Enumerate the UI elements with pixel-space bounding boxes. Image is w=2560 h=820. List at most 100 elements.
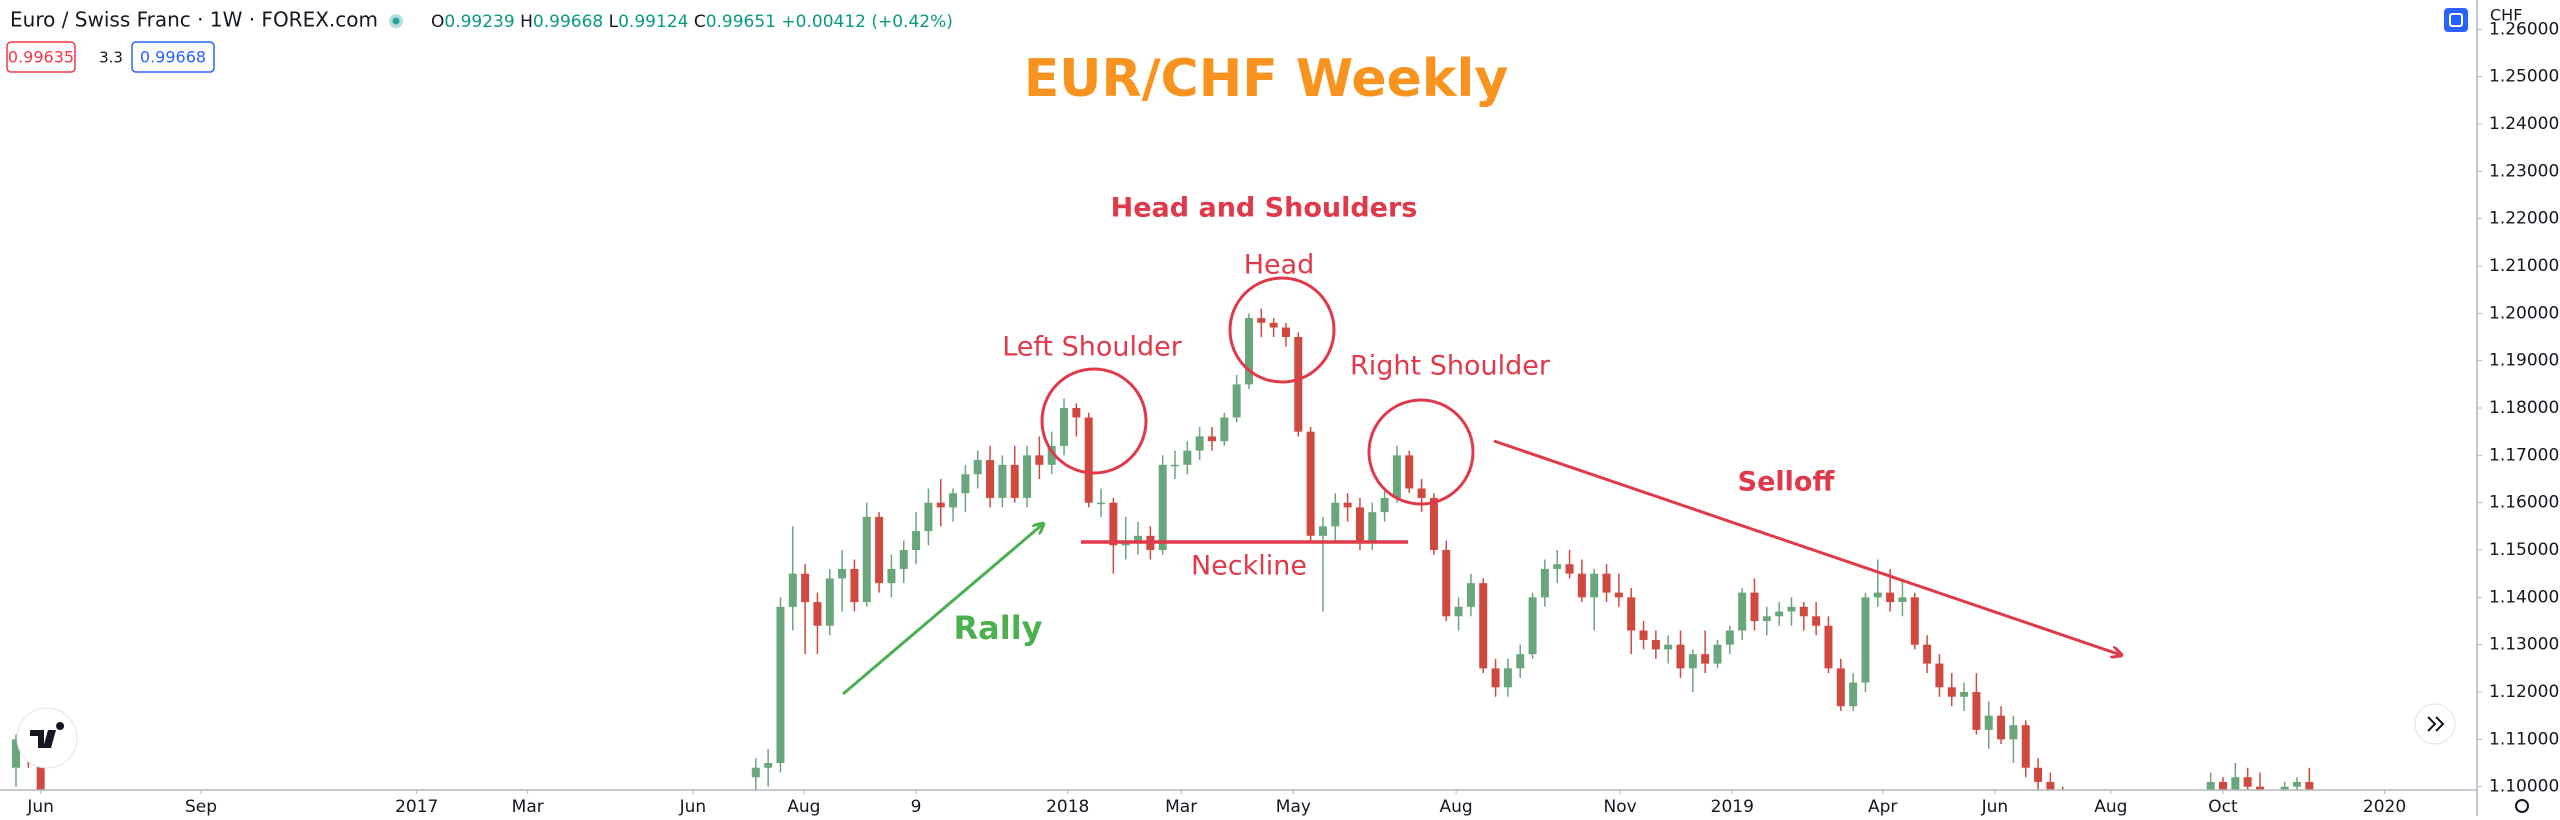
candle-body (1232, 384, 1241, 418)
y-tick-label: 1.21000 (2489, 256, 2559, 276)
buy-button[interactable] (131, 41, 215, 73)
y-tick-label: 1.25000 (2489, 67, 2559, 87)
candle-body (1676, 644, 1685, 669)
ohlc-value: 0.99239 (444, 12, 514, 32)
candle-body (751, 767, 760, 778)
candle-body (973, 460, 982, 475)
y-tick-label: 1.11000 (2489, 729, 2559, 749)
gear-icon[interactable] (2515, 799, 2529, 813)
candle-body (1750, 592, 1759, 622)
candle-body (1824, 625, 1833, 669)
bid-price[interactable]: 0.99635 (8, 48, 74, 67)
sell-button[interactable] (6, 41, 76, 73)
candle-body (1035, 455, 1044, 465)
candle-body (1812, 616, 1821, 626)
x-tick-label: Jun (26, 797, 54, 816)
scroll-icon (2427, 716, 2445, 732)
right-shoulder-circle (1367, 398, 1475, 506)
candle-body (1997, 715, 2006, 740)
candle-body (1886, 592, 1895, 603)
settings-button[interactable] (2444, 8, 2468, 32)
candle-body (1836, 668, 1845, 707)
candle-body (1405, 455, 1414, 489)
candle-body (1898, 597, 1907, 603)
candle-body (1023, 455, 1032, 498)
spread: 3.3 (99, 49, 123, 67)
x-tick-label: Jun (1981, 797, 2009, 816)
candle-body (1972, 692, 1981, 730)
ohlc: O0.99239 H0.99668 L0.99124 C0.99651 +0.0… (431, 12, 953, 32)
candle-body (1306, 431, 1315, 536)
candle-body (2034, 767, 2043, 782)
candle-body (1195, 436, 1204, 451)
candle-body (2021, 725, 2030, 768)
candle-body (2219, 781, 2228, 790)
y-tick-label: 1.12000 (2489, 682, 2559, 702)
candle-body (764, 763, 773, 768)
ohlc-value: 0.99124 (618, 12, 688, 32)
x-tick-label: Mar (512, 797, 544, 816)
logo-mark (30, 722, 65, 748)
candle-body (1060, 408, 1069, 446)
candle-body (1097, 502, 1106, 505)
plot-area (12, 308, 2314, 790)
candle-body (1368, 512, 1377, 541)
candle-body (2046, 781, 2055, 790)
chart-title: EUR/CHF Weekly (1024, 49, 1508, 109)
candle-body (1072, 408, 1081, 418)
candle-body (2243, 777, 2252, 787)
x-tick-label: Aug (1440, 797, 1473, 816)
candle-body (825, 578, 834, 626)
candle-body (838, 568, 847, 579)
candle-body (36, 758, 45, 790)
candle-body (850, 568, 859, 603)
head-label: Head (1244, 250, 1315, 281)
candle-body (1861, 597, 1870, 683)
candle-body (887, 568, 896, 584)
candle-body (1701, 654, 1710, 664)
candle-body (1171, 464, 1180, 467)
candle-body (936, 502, 945, 508)
pattern-label: Head and Shoulders (1111, 193, 1418, 224)
y-tick-label: 1.14000 (2489, 587, 2559, 607)
x-tick-label: 9 (911, 797, 922, 816)
x-tick-label: Nov (1604, 797, 1637, 816)
candle-body (2206, 781, 2215, 790)
x-tick-label: Mar (1165, 797, 1197, 816)
candle-body (1109, 502, 1118, 546)
ask-price[interactable]: 0.99668 (140, 48, 206, 67)
selloff-arrow (1493, 439, 2121, 655)
candle-body (875, 516, 884, 584)
selloff-label: Selloff (1738, 467, 1836, 498)
candle-body (1084, 417, 1093, 503)
candle-body (1466, 583, 1475, 607)
x-tick-label: 2020 (2363, 797, 2406, 816)
candle-body (1331, 502, 1340, 527)
candle-body (1417, 488, 1426, 498)
candle-body (1984, 715, 1993, 730)
candle-body (1257, 318, 1266, 323)
candle-body (1343, 502, 1352, 508)
candle-body (899, 550, 908, 569)
candle-body (1738, 592, 1747, 631)
candle-body (801, 573, 810, 603)
candle-body (1244, 318, 1253, 385)
y-tick-label: 1.18000 (2489, 398, 2559, 418)
candle-body (1220, 417, 1229, 442)
candle-body (949, 493, 958, 508)
status-dot (392, 17, 400, 25)
candle-body (998, 464, 1007, 498)
currency[interactable]: CHF (2490, 6, 2522, 25)
y-tick-label: 1.24000 (2489, 114, 2559, 134)
ohlc-key: O (431, 12, 444, 32)
right-shoulder-label: Right Shoulder (1350, 351, 1551, 382)
candle-body (1281, 327, 1290, 338)
candle-body (1799, 606, 1808, 617)
candle-body (12, 739, 21, 768)
candle-body (1627, 597, 1636, 631)
change: +0.00412 (+0.42%) (781, 12, 952, 32)
candle-body (1664, 644, 1673, 650)
y-tick-label: 1.16000 (2489, 493, 2559, 513)
candle-body (1442, 550, 1451, 617)
